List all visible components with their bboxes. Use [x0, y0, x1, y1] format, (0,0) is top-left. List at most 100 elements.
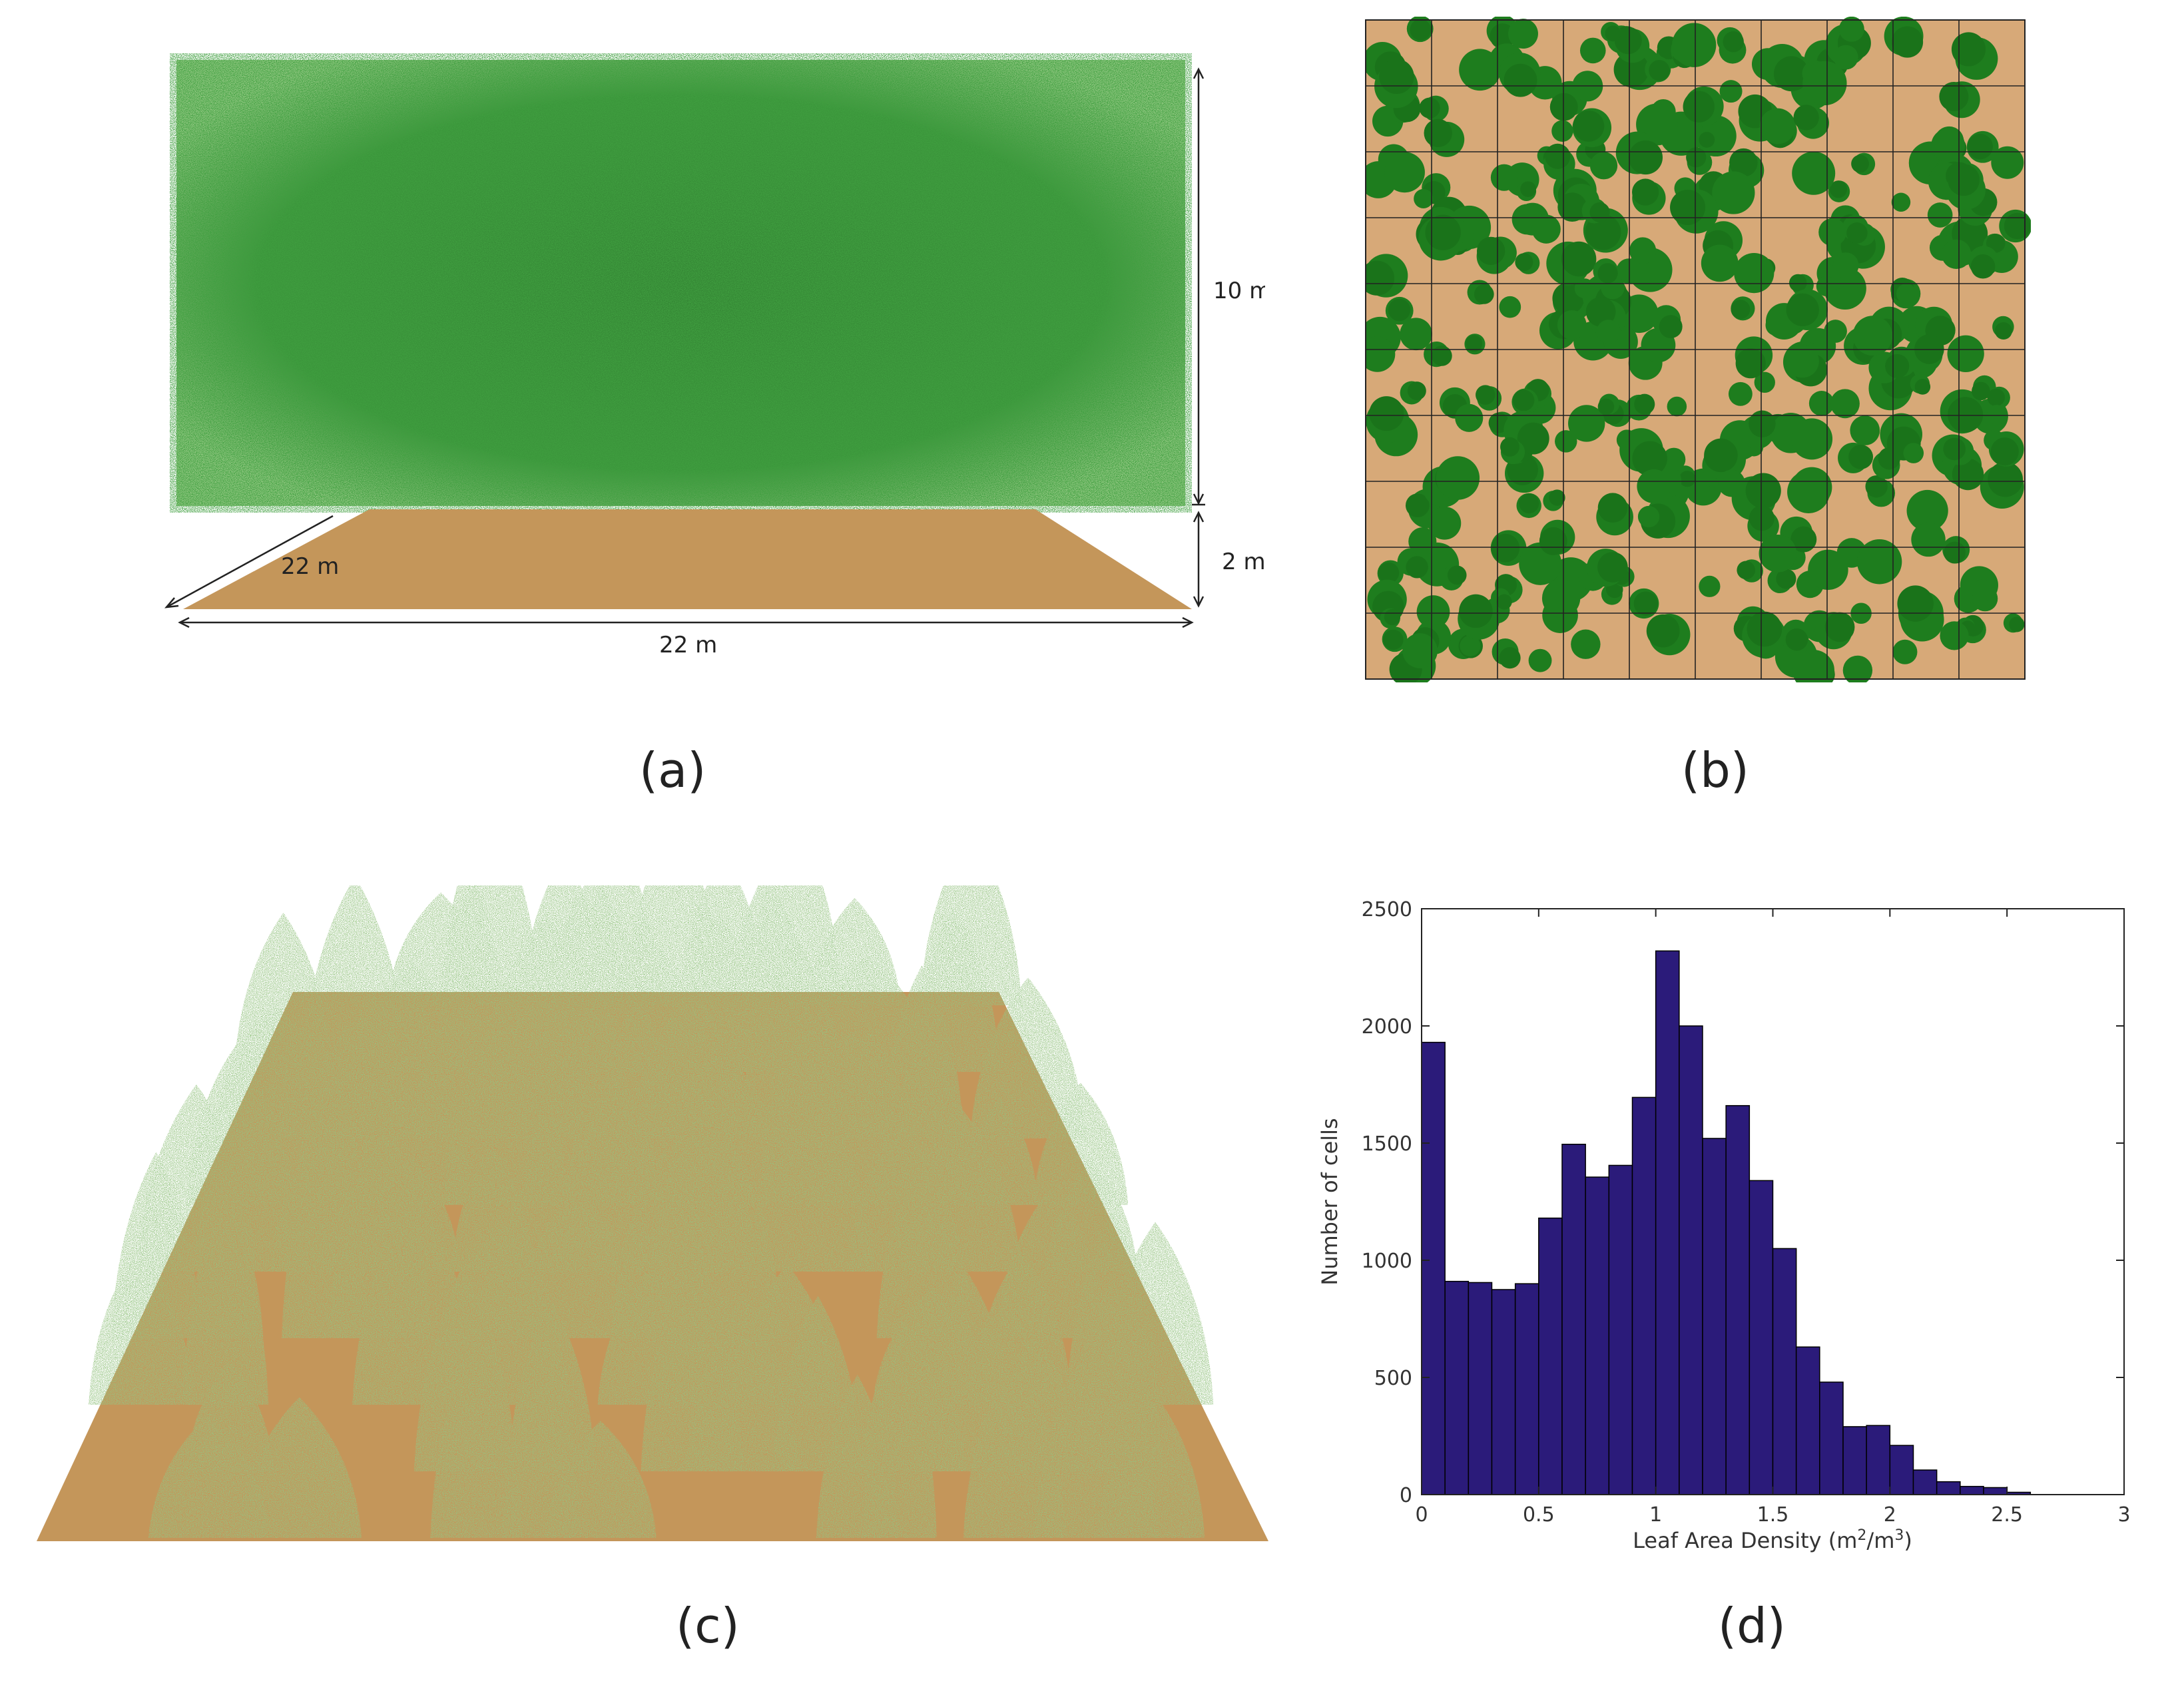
- tree-crown: [1719, 80, 1743, 103]
- tree-crown-perspective: [148, 1414, 270, 1538]
- tree-crown: [1629, 588, 1659, 619]
- histogram-chart: 0 0.5 1 1.5 2 2.5 3 0 500 1000 1500 2000 2500 Numbe…: [1317, 898, 2131, 1554]
- tree-crown: [1629, 237, 1657, 264]
- panel-label-a: (a): [639, 742, 706, 798]
- tree-crown: [1637, 505, 1660, 528]
- tree-crown: [1832, 252, 1859, 278]
- tree-crown: [1891, 192, 1911, 212]
- tree-crown: [1366, 396, 1410, 443]
- histogram-bar: [1983, 1487, 2008, 1495]
- x-tick-label: 2: [1884, 1503, 1896, 1527]
- tree-crown: [1414, 188, 1434, 209]
- tree-crown: [1626, 393, 1655, 421]
- tree-crown: [1651, 305, 1683, 339]
- tree-crown: [1546, 241, 1597, 286]
- tree-crown-perspective: [1033, 1083, 1129, 1205]
- tree-crown: [1971, 579, 1994, 602]
- tree-crown: [1596, 493, 1633, 536]
- histogram-bar: [1444, 1280, 1470, 1495]
- histogram-bar: [1912, 1469, 1938, 1495]
- tree-crown: [1385, 296, 1414, 325]
- tree-crown: [1951, 32, 1998, 80]
- tree-crown: [1703, 438, 1747, 481]
- panel-label-d: (d): [1718, 1598, 1786, 1654]
- y-axis-ticks: 0 500 1000 1500 2000 2500: [1362, 898, 2124, 1507]
- tree-crown: [1991, 146, 2024, 179]
- tree-crown: [1601, 21, 1621, 42]
- tree-crown: [1701, 244, 1739, 282]
- tree-crown: [1966, 130, 1999, 163]
- x-tick-label: 2.5: [1991, 1503, 2023, 1527]
- x-tick-label: 0.5: [1523, 1503, 1555, 1527]
- panel-label-b: (b): [1681, 742, 1749, 798]
- tree-crown: [1999, 209, 2032, 243]
- tree-crown: [1646, 613, 1691, 656]
- histogram-bar: [1772, 1248, 1797, 1495]
- tree-crown: [1785, 344, 1819, 378]
- tree-crown: [1808, 391, 1834, 416]
- histogram-bar: [1889, 1445, 1914, 1495]
- histogram-bar: [1421, 1041, 1446, 1495]
- histogram-bar: [1679, 1025, 1703, 1495]
- tree-crown: [1740, 410, 1776, 449]
- tree-crown: [1927, 202, 1953, 228]
- x-axis-label: Leaf Area Density (m2/m3): [1633, 1527, 1912, 1554]
- tree-crown-perspective: [686, 1291, 799, 1471]
- histogram-bar: [1842, 1426, 1867, 1495]
- tree-crown: [1793, 105, 1829, 139]
- width-label: 22 m: [659, 632, 717, 658]
- tree-crown: [1359, 336, 1396, 372]
- tree-crown: [1808, 549, 1848, 591]
- tree-crown: [1906, 489, 1948, 532]
- tree-crown: [1490, 164, 1517, 191]
- histogram-bar: [1514, 1283, 1539, 1495]
- histogram-bar: [1960, 1485, 1984, 1495]
- tree-crown: [1572, 108, 1612, 148]
- histogram-bar: [1866, 1425, 1891, 1495]
- panel-a-canvas: 10 m 2 m 22 m 22 m: [164, 53, 1271, 658]
- tree-crown: [1838, 442, 1874, 473]
- tree-crown: [1987, 386, 2010, 409]
- tree-crown: [1737, 559, 1763, 583]
- tree-crown: [1828, 180, 1850, 202]
- tree-crown: [1759, 534, 1797, 573]
- tree-crown-perspective: [748, 1088, 876, 1272]
- tree-crown: [1543, 489, 1565, 511]
- tree-crown: [1760, 44, 1809, 92]
- y-tick-label: 500: [1374, 1367, 1412, 1390]
- tree-crown: [1568, 405, 1605, 442]
- tree-crown: [1597, 393, 1620, 415]
- depth-label: 22 m: [281, 553, 339, 580]
- tree-crown: [1697, 130, 1717, 151]
- tree-crown: [1397, 548, 1428, 579]
- tree-crown: [1735, 336, 1773, 379]
- tree-crown: [1712, 171, 1755, 214]
- tree-crown: [1942, 536, 1970, 564]
- tree-crown: [1490, 530, 1527, 566]
- tree-crown: [1940, 389, 1985, 434]
- tree-crown-perspective: [545, 1421, 657, 1538]
- tree-crown: [1382, 626, 1408, 652]
- tree-crown: [1619, 428, 1667, 476]
- tree-crown: [1802, 61, 1847, 106]
- histogram-bar: [1608, 1164, 1633, 1495]
- y-tick-label: 1500: [1362, 1132, 1412, 1156]
- tree-crown: [1645, 56, 1671, 83]
- tree-crown: [1528, 648, 1552, 672]
- tree-crown-perspective: [89, 1245, 194, 1405]
- tree-crown: [1672, 23, 1717, 67]
- tree-crown: [1670, 189, 1719, 234]
- tree-crown: [1400, 381, 1426, 405]
- tree-crown: [1818, 218, 1847, 246]
- tree-crown: [1615, 131, 1663, 175]
- tree-crown: [1460, 635, 1481, 656]
- histogram-bar: [1795, 1346, 1820, 1495]
- tree-crown: [1571, 629, 1601, 659]
- tree-crown: [1787, 470, 1830, 513]
- tree-crown: [1943, 437, 1974, 465]
- tree-crown: [1476, 385, 1502, 411]
- x-tick-label: 3: [2117, 1503, 2130, 1527]
- dimension-lines: [164, 67, 1205, 628]
- tree-crown: [1947, 335, 1984, 372]
- tree-crown: [1718, 469, 1745, 497]
